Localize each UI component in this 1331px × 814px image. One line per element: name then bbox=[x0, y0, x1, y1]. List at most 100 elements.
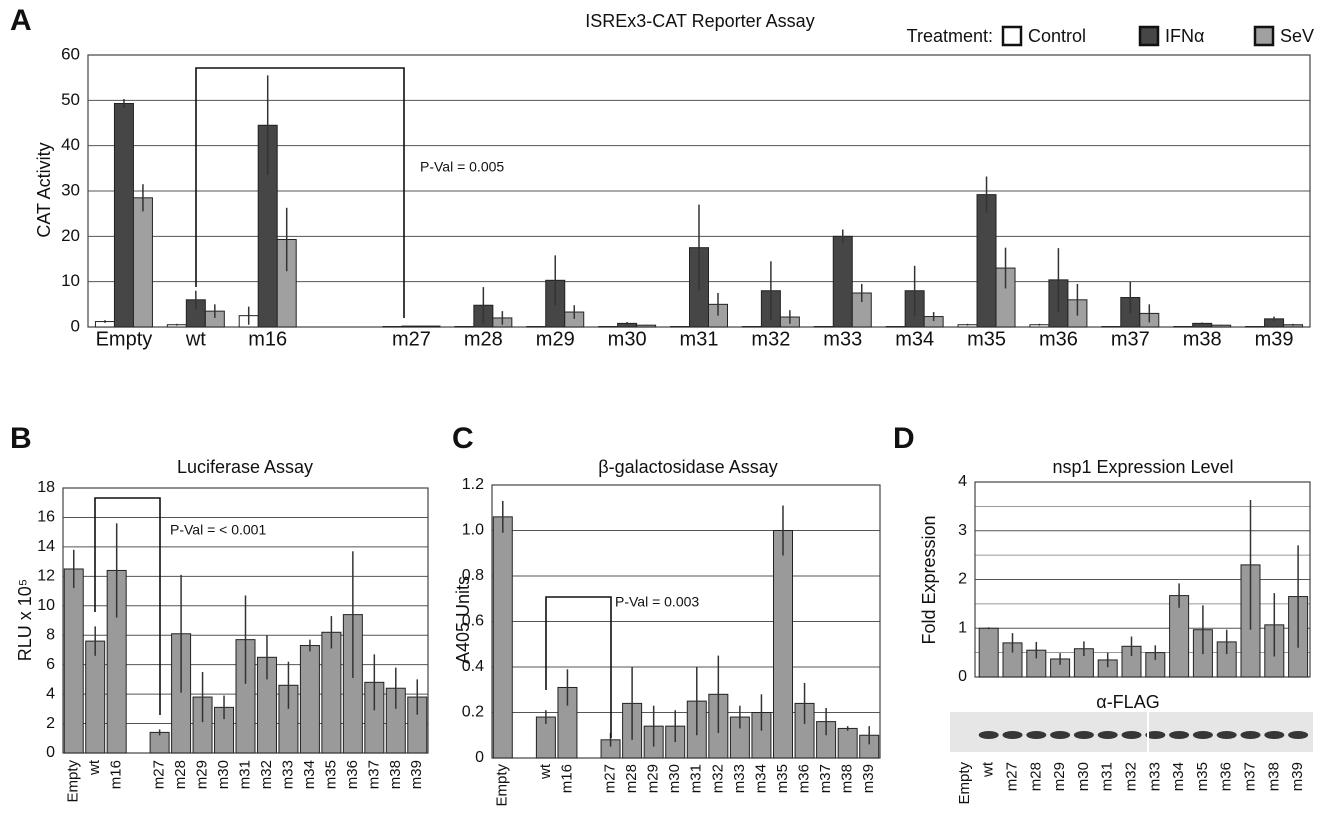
x-tick-label: m27 bbox=[1003, 762, 1020, 791]
blot-band bbox=[1193, 731, 1213, 739]
x-tick-label: m34 bbox=[895, 328, 934, 350]
x-tick-label: m32 bbox=[709, 764, 726, 793]
chart-title: ISREx3-CAT Reporter Assay bbox=[585, 11, 814, 31]
y-tick-label: 3 bbox=[958, 522, 967, 539]
x-tick-label: m31 bbox=[688, 764, 705, 793]
x-tick-label: m32 bbox=[258, 760, 275, 789]
x-tick-label: m27 bbox=[151, 760, 168, 789]
x-tick-label: m33 bbox=[823, 328, 862, 350]
x-tick-label: m35 bbox=[967, 328, 1006, 350]
x-tick-label: m28 bbox=[1027, 762, 1044, 791]
y-tick-label: 1.2 bbox=[462, 476, 484, 493]
x-tick-label: m37 bbox=[365, 760, 382, 789]
annotation: P-Val = 0.003 bbox=[615, 594, 699, 610]
x-tick-label: m32 bbox=[1122, 762, 1139, 791]
x-tick-label: m39 bbox=[860, 764, 877, 793]
x-tick-label: m32 bbox=[751, 328, 790, 350]
x-tick-label: m31 bbox=[236, 760, 253, 789]
blot-band bbox=[1288, 731, 1308, 739]
x-tick-label: Empty bbox=[65, 760, 82, 803]
y-tick-label: 40 bbox=[61, 135, 80, 154]
panel-label: A bbox=[10, 4, 32, 37]
bar bbox=[977, 195, 996, 327]
x-tick-label: m28 bbox=[464, 328, 503, 350]
x-tick-label: m33 bbox=[1146, 762, 1163, 791]
x-tick-label: m28 bbox=[623, 764, 640, 793]
x-tick-label: m37 bbox=[1111, 328, 1150, 350]
y-tick-label: 1.0 bbox=[462, 522, 484, 539]
panel-label: B bbox=[10, 422, 32, 455]
chart-title: Luciferase Assay bbox=[177, 457, 313, 477]
x-tick-label: m34 bbox=[1170, 762, 1187, 791]
bar bbox=[402, 326, 421, 327]
x-tick-label: Empty bbox=[96, 328, 153, 350]
blot-band bbox=[1217, 731, 1237, 739]
bar bbox=[979, 628, 998, 677]
y-axis-label: Fold Expression bbox=[919, 515, 939, 644]
bar bbox=[114, 104, 133, 327]
x-tick-label: m39 bbox=[1289, 762, 1306, 791]
x-tick-label: m35 bbox=[774, 764, 791, 793]
panel-label: D bbox=[893, 422, 915, 455]
x-tick-label: m38 bbox=[839, 764, 856, 793]
x-tick-label: m29 bbox=[1051, 762, 1068, 791]
bar bbox=[1170, 596, 1189, 677]
bar bbox=[421, 326, 440, 327]
y-tick-label: 60 bbox=[61, 44, 80, 63]
blot-band bbox=[979, 731, 999, 739]
x-tick-label: Empty bbox=[956, 762, 973, 805]
x-tick-label: wt bbox=[185, 328, 206, 350]
x-tick-label: m36 bbox=[1039, 328, 1078, 350]
y-tick-label: 12 bbox=[37, 568, 55, 585]
x-tick-label: m37 bbox=[817, 764, 834, 793]
legend-label: SeV bbox=[1280, 26, 1314, 46]
x-tick-label: m29 bbox=[645, 764, 662, 793]
x-tick-label: m33 bbox=[279, 760, 296, 789]
bar bbox=[493, 517, 512, 758]
y-tick-label: 0 bbox=[46, 744, 55, 761]
legend-label: Control bbox=[1028, 26, 1086, 46]
y-tick-label: 0 bbox=[475, 749, 484, 766]
y-tick-label: 4 bbox=[958, 473, 967, 490]
figure: AISREx3-CAT Reporter AssayCAT Activity01… bbox=[0, 0, 1331, 814]
bar bbox=[64, 569, 83, 753]
x-tick-label: wt bbox=[980, 761, 997, 778]
x-tick-label: m33 bbox=[731, 764, 748, 793]
y-tick-label: 20 bbox=[61, 226, 80, 245]
blot-band bbox=[1122, 731, 1142, 739]
x-tick-label: m38 bbox=[387, 760, 404, 789]
blot-band bbox=[1241, 731, 1261, 739]
bar bbox=[774, 531, 793, 759]
y-tick-label: 0 bbox=[71, 316, 80, 335]
y-tick-label: 1 bbox=[958, 619, 967, 636]
y-tick-label: 10 bbox=[61, 271, 80, 290]
bar bbox=[833, 236, 852, 327]
blot-band bbox=[1050, 731, 1070, 739]
chart-title: nsp1 Expression Level bbox=[1052, 457, 1233, 477]
bar bbox=[133, 198, 152, 327]
blot-band bbox=[1098, 731, 1118, 739]
annotation: P-Val = 0.005 bbox=[420, 159, 504, 175]
x-tick-label: m34 bbox=[752, 764, 769, 793]
bar bbox=[322, 632, 341, 753]
blot-label: α-FLAG bbox=[1096, 692, 1159, 712]
y-tick-label: 16 bbox=[37, 509, 55, 526]
x-tick-label: m30 bbox=[215, 760, 232, 789]
x-tick-label: m27 bbox=[392, 328, 431, 350]
legend-swatch bbox=[1003, 27, 1021, 45]
blot-band bbox=[1003, 731, 1023, 739]
x-tick-label: m36 bbox=[796, 764, 813, 793]
chart-title: β-galactosidase Assay bbox=[598, 457, 777, 477]
x-tick-label: m34 bbox=[301, 760, 318, 789]
x-tick-label: m27 bbox=[602, 764, 619, 793]
y-tick-label: 14 bbox=[37, 538, 55, 555]
y-tick-label: 4 bbox=[46, 685, 55, 702]
y-tick-label: 2 bbox=[958, 571, 967, 588]
x-tick-label: m31 bbox=[1099, 762, 1116, 791]
x-tick-label: m30 bbox=[1075, 762, 1092, 791]
y-tick-label: 6 bbox=[46, 656, 55, 673]
x-tick-label: m30 bbox=[608, 328, 647, 350]
blot-band bbox=[1169, 731, 1189, 739]
annotation: P-Val = < 0.001 bbox=[170, 522, 266, 538]
bar bbox=[838, 728, 857, 758]
